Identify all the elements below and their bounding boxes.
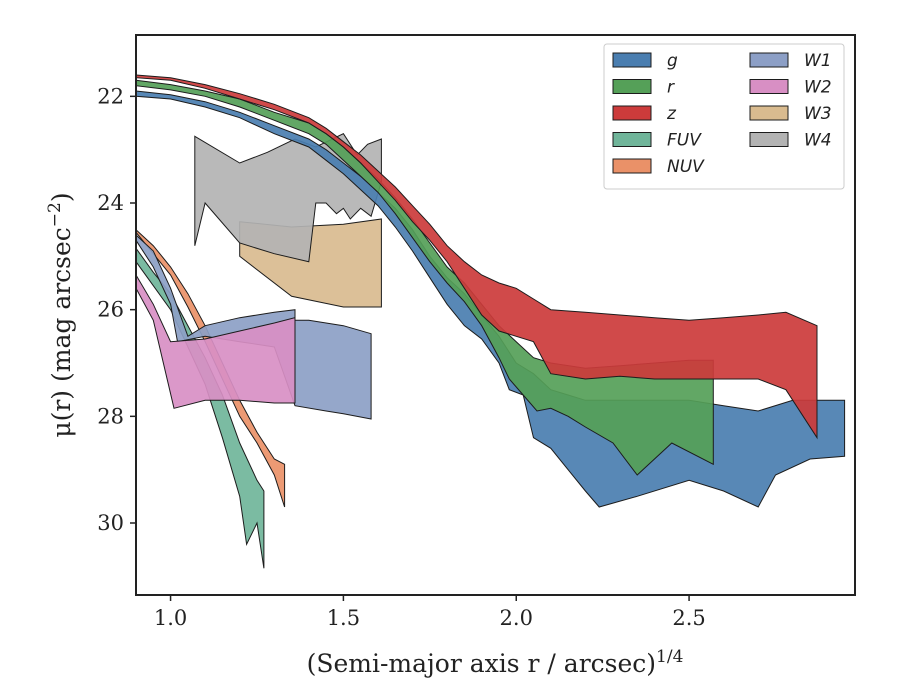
x-axis-label: (Semi-major axis r / arcsec)1/4: [307, 647, 684, 678]
x-axis-ticks: 1.0 1.5 2.0 2.5: [154, 595, 706, 630]
x-tick-label: 1.0: [154, 606, 187, 630]
legend-label-g: g: [667, 51, 678, 71]
band-nuv: [135, 228, 286, 508]
legend-swatch-z: [612, 105, 652, 121]
x-tick-label: 2.5: [672, 606, 705, 630]
x-tick-label: 2.0: [500, 606, 533, 630]
band-w1: [135, 233, 372, 420]
legend-label-nuv: NUV: [667, 157, 705, 177]
band-w2: [135, 273, 296, 409]
y-tick-label: 28: [97, 404, 124, 428]
legend-label-w3: W3: [804, 104, 832, 124]
legend-swatch-fuv: [612, 132, 652, 147]
profile-bands: [135, 74, 846, 569]
band-z: [135, 74, 818, 440]
legend-swatch-w2: [749, 79, 789, 94]
legend-label-w4: W4: [804, 131, 832, 151]
x-tick-label: 1.5: [327, 606, 360, 630]
legend-label-w1: W1: [804, 51, 832, 71]
legend-swatch-nuv: [612, 158, 652, 174]
legend-label-r: r: [667, 78, 675, 98]
band-fuv: [135, 246, 265, 569]
legend-swatch-g: [612, 52, 652, 68]
legend: grz FUV NUV W1 W2 W3 W4: [603, 43, 845, 190]
legend-label-z: z: [666, 104, 677, 124]
legend-swatch-w1: [749, 52, 789, 68]
y-tick-label: 22: [97, 84, 124, 108]
y-axis-label: μ(r) (mag arcsec−2): [45, 192, 76, 437]
y-tick-label: 26: [97, 298, 124, 322]
y-tick-label: 24: [97, 191, 124, 215]
y-axis-ticks: 22 24 26 28 30: [97, 84, 136, 535]
y-tick-label: 30: [97, 511, 124, 535]
plot-frame: [135, 34, 856, 596]
legend-label-w2: W2: [804, 78, 832, 98]
legend-swatch-w3: [749, 105, 789, 121]
legend-swatch-w4: [749, 132, 789, 147]
legend-swatch-r: [612, 79, 652, 94]
legend-label-fuv: FUV: [667, 131, 702, 151]
